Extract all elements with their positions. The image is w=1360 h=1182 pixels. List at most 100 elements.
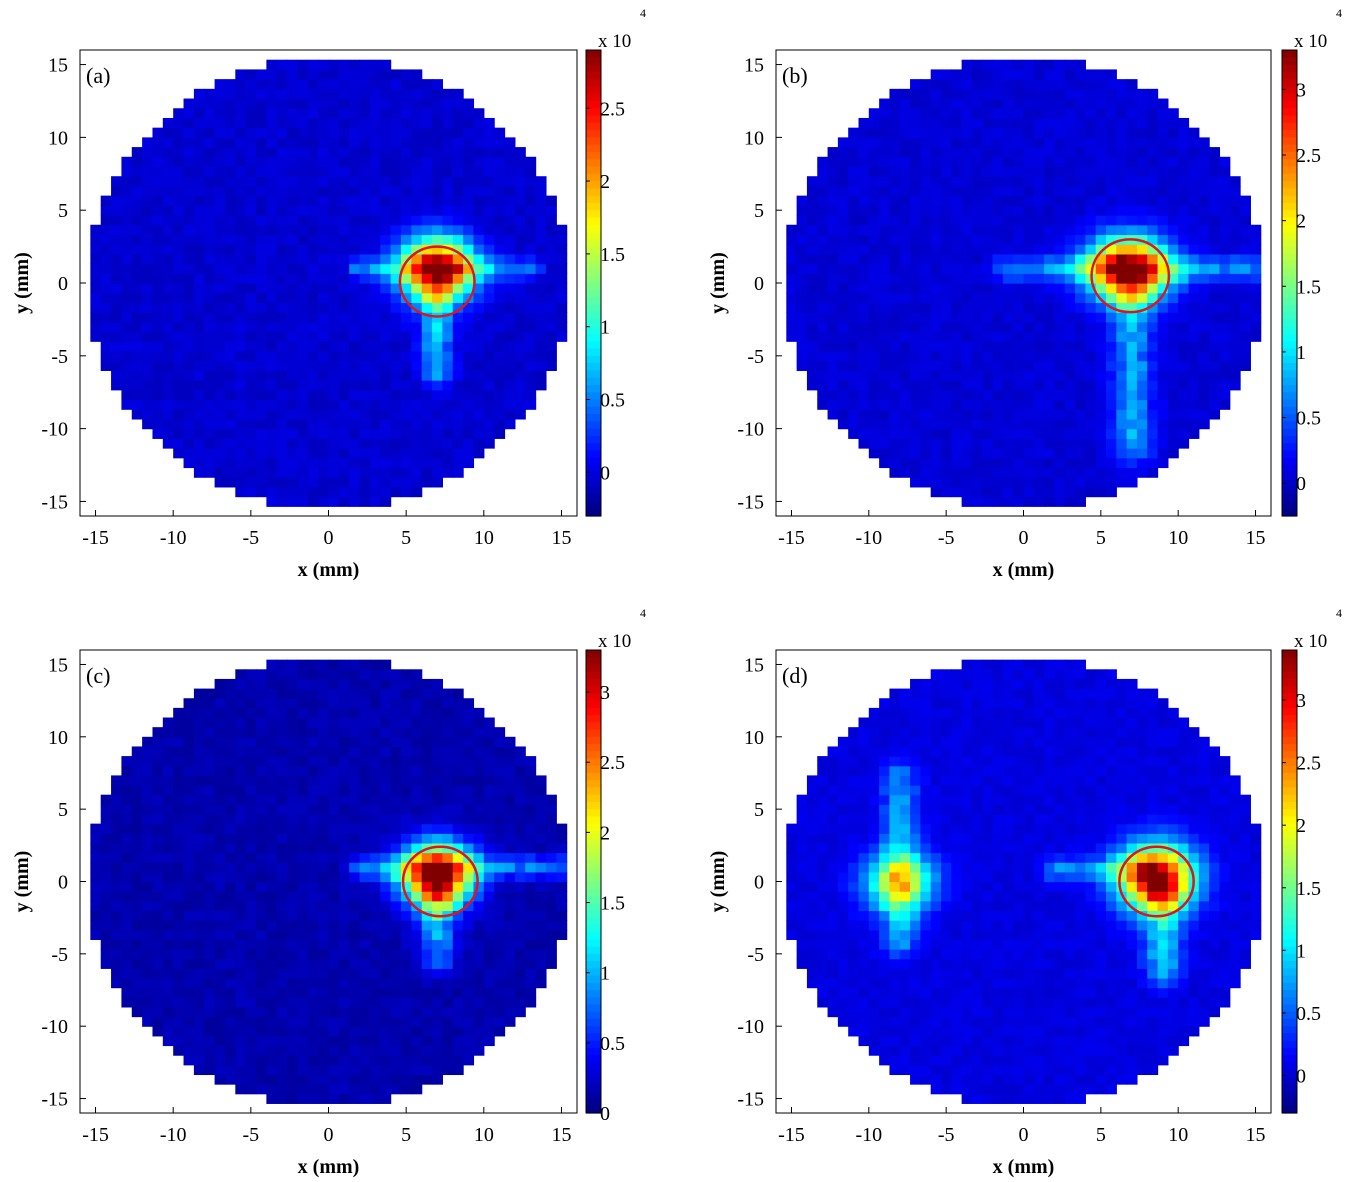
heatmap-cell xyxy=(152,775,164,786)
heatmap-cell xyxy=(287,486,299,498)
heatmap-cell xyxy=(369,997,381,1008)
heatmap-cell xyxy=(193,717,205,728)
heatmap-cell xyxy=(111,263,123,274)
heatmap-cell xyxy=(452,399,464,410)
heatmap-cell xyxy=(1085,467,1097,478)
heatmap-cell xyxy=(1106,185,1117,197)
colorbar-swatch xyxy=(586,326,601,335)
heatmap-cell xyxy=(879,273,891,284)
heatmap-cell xyxy=(173,1026,185,1037)
heatmap-cell xyxy=(142,370,154,381)
heatmap-cell xyxy=(390,331,402,342)
heatmap-cell xyxy=(899,350,911,362)
heatmap-cell xyxy=(494,244,506,255)
heatmap-cell xyxy=(1147,156,1159,168)
heatmap-cell xyxy=(256,707,267,719)
colorbar-swatch xyxy=(586,50,601,58)
heatmap-cell xyxy=(369,1006,381,1018)
heatmap-cell xyxy=(1013,438,1025,449)
heatmap-cell xyxy=(162,273,174,284)
heatmap-cell xyxy=(421,438,433,449)
heatmap-cell xyxy=(1023,312,1035,323)
heatmap-cell xyxy=(349,1093,361,1104)
heatmap-cell xyxy=(1106,370,1117,381)
heatmap-cell xyxy=(152,302,164,313)
heatmap-cell xyxy=(276,117,288,129)
heatmap-cell xyxy=(848,409,860,420)
heatmap-cell xyxy=(1033,195,1045,206)
heatmap-cell xyxy=(817,350,829,362)
heatmap-cell xyxy=(359,341,371,352)
heatmap-cell xyxy=(193,881,205,892)
heatmap-cell xyxy=(400,1035,412,1047)
colorbar-swatch xyxy=(1282,457,1297,466)
heatmap-cell xyxy=(817,244,829,255)
heatmap-cell xyxy=(297,794,309,805)
heatmap-cell xyxy=(879,185,891,197)
heatmap-cell xyxy=(369,707,381,719)
heatmap-cell xyxy=(1013,59,1025,71)
heatmap-cell xyxy=(400,833,412,844)
heatmap-cell xyxy=(338,842,350,854)
heatmap-cell xyxy=(307,949,319,960)
heatmap-cell xyxy=(369,467,381,478)
heatmap-cell xyxy=(1167,438,1179,449)
heatmap-cell xyxy=(421,224,433,236)
heatmap-cell xyxy=(380,380,392,391)
heatmap-cell xyxy=(827,224,839,236)
heatmap-cell xyxy=(982,147,994,158)
heatmap-cell xyxy=(452,273,464,284)
heatmap-cell xyxy=(868,117,880,129)
heatmap-cell xyxy=(848,185,860,197)
heatmap-cell xyxy=(380,331,392,342)
heatmap-cell xyxy=(369,496,381,507)
colorbar-swatch xyxy=(586,232,601,240)
heatmap-cell xyxy=(1136,137,1148,148)
heatmap-cell xyxy=(1167,156,1179,168)
heatmap-cell xyxy=(1106,341,1117,352)
heatmap-cell xyxy=(235,428,247,439)
heatmap-cell xyxy=(318,457,330,469)
heatmap-cell xyxy=(245,987,257,998)
heatmap-cell xyxy=(920,312,932,323)
heatmap-cell xyxy=(152,127,164,138)
heatmap-cell xyxy=(297,117,309,129)
heatmap-cell xyxy=(1157,321,1169,333)
heatmap-cell xyxy=(131,939,143,950)
heatmap-cell xyxy=(889,253,901,265)
heatmap-cell xyxy=(868,350,880,362)
heatmap-cell xyxy=(245,804,257,815)
heatmap-cell xyxy=(452,263,464,274)
heatmap-cell xyxy=(1106,215,1117,226)
heatmap-cell xyxy=(1219,253,1231,265)
heatmap-cell xyxy=(276,833,288,844)
heatmap-cell xyxy=(806,234,818,245)
heatmap-cell xyxy=(452,312,464,323)
heatmap-cell xyxy=(494,292,506,304)
heatmap-cell xyxy=(1106,448,1117,459)
heatmap-cell xyxy=(1054,496,1066,507)
heatmap-cell xyxy=(400,717,412,728)
colorbar-swatch xyxy=(1282,501,1297,510)
heatmap-cell xyxy=(411,862,423,873)
heatmap-cell xyxy=(1219,302,1231,313)
heatmap-cell xyxy=(982,370,994,381)
heatmap-cell xyxy=(245,842,257,854)
heatmap-cell xyxy=(1013,496,1025,507)
heatmap-cell xyxy=(504,234,516,245)
heatmap-cell xyxy=(276,205,288,216)
heatmap-cell xyxy=(193,292,205,304)
heatmap-cell xyxy=(473,302,485,313)
heatmap-cell xyxy=(1023,409,1035,420)
heatmap-cell xyxy=(889,350,901,362)
heatmap-cell xyxy=(204,370,216,381)
heatmap-cell xyxy=(525,215,537,226)
heatmap-cell xyxy=(276,823,288,834)
heatmap-cell xyxy=(318,997,330,1008)
heatmap-cell xyxy=(224,98,236,109)
heatmap-cell xyxy=(1044,389,1056,401)
heatmap-cell xyxy=(318,438,330,449)
heatmap-cell xyxy=(256,736,267,748)
heatmap-cell xyxy=(411,380,423,391)
